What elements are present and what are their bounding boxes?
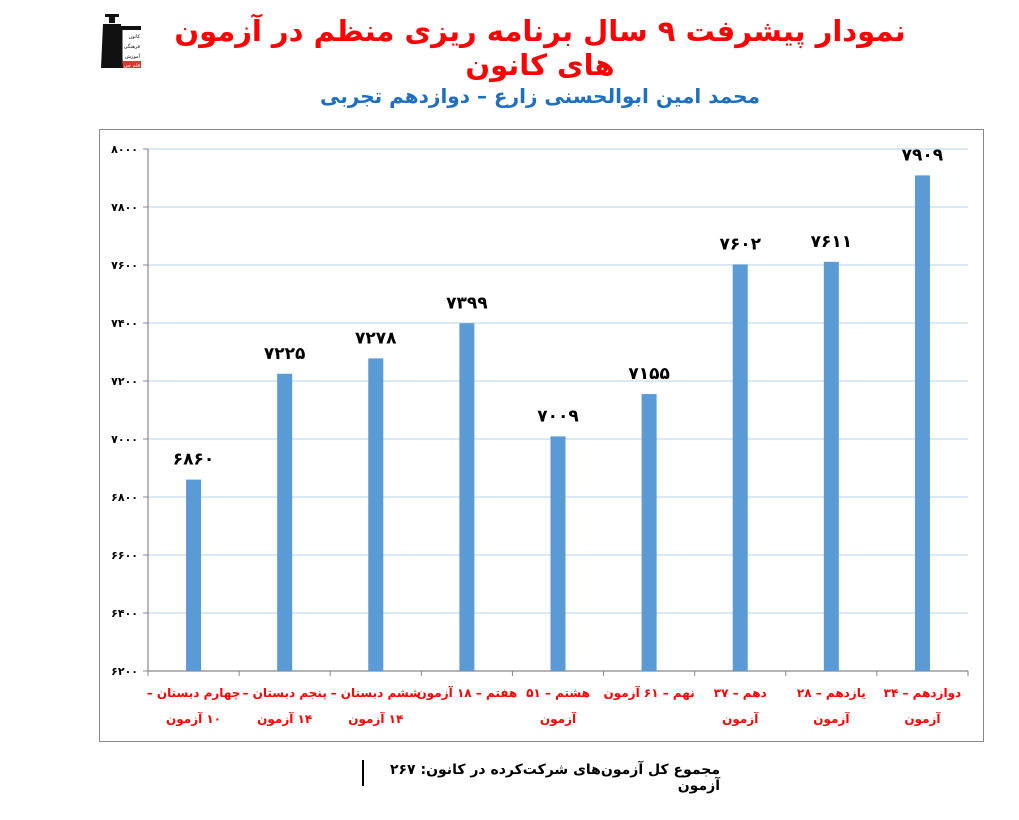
category-label: ۱۰ آزمون [166,711,221,727]
chart-frame [99,129,984,742]
category-label: یازدهم – ۲۸ [797,686,866,700]
y-tick-label: ۶۸۰۰ [111,491,138,504]
bar [823,261,839,671]
logo-text: کانون [128,34,140,40]
bar [186,479,202,671]
category-label: آزمون [904,711,941,727]
chart-subtitle: محمد امین ابوالحسنی زارع – دوازدهم تجربی [320,84,760,108]
bar [459,323,475,671]
data-label: ۷۳۹۹ [446,293,488,313]
y-tick-label: ۶۲۰۰ [111,665,138,678]
footer-summary: مجموع کل آزمون‌های شرکت‌کرده در کانون: ۲… [389,762,720,794]
bar [914,175,930,671]
bar [368,358,384,671]
bar [277,373,293,671]
logo-text: قلم چی [124,63,141,69]
category-label: هفتم – ۱۸ آزمون [417,685,518,701]
text-cursor [362,760,364,786]
data-label: ۷۲۲۵ [264,344,306,364]
y-tick-label: ۶۶۰۰ [111,549,138,562]
bar [641,394,657,671]
data-label: ۷۹۰۹ [902,145,944,165]
bar [550,436,566,671]
category-label: دوازدهم – ۳۴ [884,686,962,701]
data-label: ۷۰۰۹ [537,406,579,426]
category-label: ششم دبستان – [331,686,421,700]
y-tick-label: ۶۴۰۰ [111,607,138,620]
y-tick-label: ۸۰۰۰ [111,143,138,156]
category-label: آزمون [722,711,759,727]
category-label: پنجم دبستان – [242,686,326,700]
category-label: دهم – ۳۷ [714,686,767,700]
data-label: ۷۶۰۲ [719,234,761,254]
category-label: آزمون [540,711,577,727]
data-label: ۷۶۱۱ [811,232,853,252]
y-tick-label: ۷۴۰۰ [111,317,138,330]
y-tick-label: ۷۸۰۰ [111,201,138,214]
y-tick-label: ۷۰۰۰ [111,433,138,446]
category-label: چهارم دبستان – [147,686,241,701]
kanoon-logo-icon: کانون فرهنگی آموزش قلم چی [97,12,143,70]
y-tick-label: ۷۲۰۰ [111,375,138,388]
data-label: ۷۲۷۸ [355,328,397,348]
category-label: ۱۴ آزمون [257,711,312,727]
logo-text: آموزش [125,53,141,60]
category-label: آزمون [813,711,850,727]
y-tick-label: ۷۶۰۰ [111,259,138,272]
data-label: ۷۱۵۵ [628,364,670,384]
chart-title: نمودار پیشرفت ۹ سال برنامه ریزی منظم در … [174,14,906,82]
data-label: ۶۸۶۰ [173,450,215,470]
logo-text: فرهنگی [124,43,141,50]
category-label: نهم – ۶۱ آزمون [603,685,694,701]
bar [732,264,748,671]
category-label: هشتم – ۵۱ [526,686,590,700]
category-label: ۱۴ آزمون [348,711,403,727]
